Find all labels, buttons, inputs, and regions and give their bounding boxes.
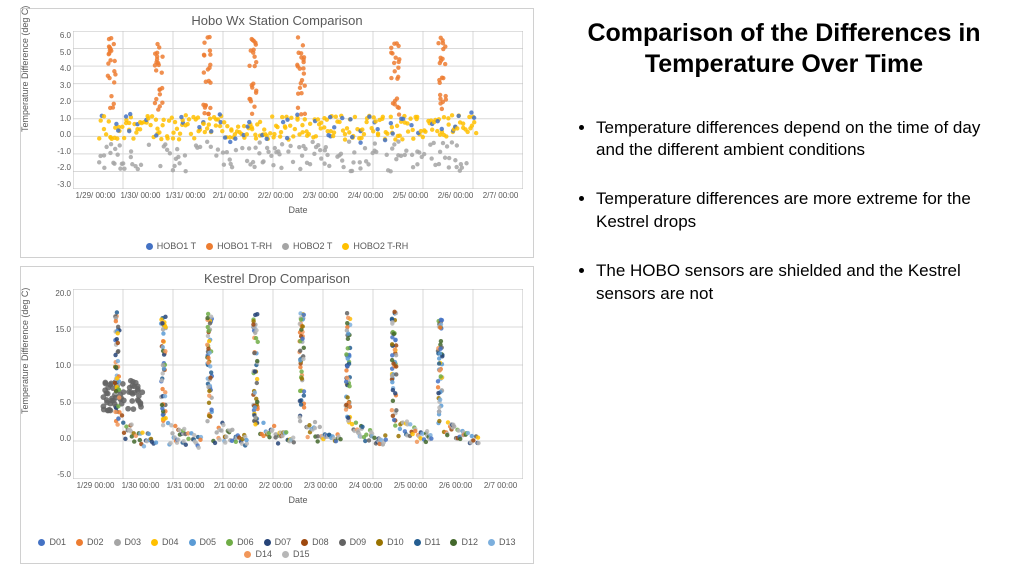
legend-item: D06 (226, 537, 254, 547)
legend-label: HOBO1 T (157, 241, 196, 251)
legend-label: HOBO1 T-RH (217, 241, 272, 251)
legend-item: HOBO1 T-RH (206, 241, 272, 251)
legend-swatch-icon (264, 539, 271, 546)
legend-swatch-icon (38, 539, 45, 546)
legend-label: D12 (461, 537, 478, 547)
legend-swatch-icon (189, 539, 196, 546)
kestrel-plot-area (73, 289, 523, 479)
legend-label: D07 (275, 537, 292, 547)
legend-item: D11 (414, 537, 441, 547)
legend-item: HOBO1 T (146, 241, 196, 251)
hobo-legend: HOBO1 T HOBO1 T-RH HOBO2 T HOBO2 T-RH (21, 241, 533, 251)
hobo-chart-panel: Hobo Wx Station Comparison Temperature D… (20, 8, 534, 258)
kestrel-chart-panel: Kestrel Drop Comparison Temperature Diff… (20, 266, 534, 564)
legend-label: D01 (49, 537, 66, 547)
kestrel-x-label: Date (73, 495, 523, 505)
kestrel-x-ticks: 1/29 00:001/30 00:001/31 00:002/1 00:002… (73, 481, 523, 490)
legend-label: D04 (162, 537, 179, 547)
kestrel-legend: D01 D02 D03 D04 D05 D06 D07 D08 D09 D10 D11 D12 D13 D… (21, 537, 533, 559)
legend-item: D05 (189, 537, 217, 547)
charts-column: Hobo Wx Station Comparison Temperature D… (0, 0, 540, 576)
legend-item: D09 (339, 537, 367, 547)
kestrel-y-ticks: 20.015.010.05.00.0-5.0 (45, 289, 71, 479)
legend-label: D11 (425, 537, 441, 547)
kestrel-chart-title: Kestrel Drop Comparison (21, 267, 533, 288)
legend-item: D10 (376, 537, 404, 547)
legend-label: D02 (87, 537, 104, 547)
hobo-plot-area (73, 31, 523, 189)
bullet-item: The HOBO sensors are shielded and the Ke… (596, 260, 1000, 306)
bullet-item: Temperature differences are more extreme… (596, 188, 1000, 234)
legend-label: D15 (293, 549, 310, 559)
hobo-chart-title: Hobo Wx Station Comparison (21, 9, 533, 30)
legend-item: D03 (114, 537, 142, 547)
legend-label: D14 (255, 549, 272, 559)
legend-swatch-icon (488, 539, 495, 546)
legend-swatch-icon (376, 539, 383, 546)
legend-swatch-icon (450, 539, 457, 546)
bullet-list: Temperature differences depend on the ti… (568, 117, 1000, 307)
legend-item: D15 (282, 549, 310, 559)
legend-item: D14 (244, 549, 272, 559)
legend-item: HOBO2 T-RH (342, 241, 408, 251)
legend-item: D01 (38, 537, 66, 547)
legend-label: D05 (200, 537, 217, 547)
legend-label: HOBO2 T (293, 241, 332, 251)
legend-swatch-icon (301, 539, 308, 546)
legend-item: HOBO2 T (282, 241, 332, 251)
legend-swatch-icon (339, 539, 346, 546)
bullet-item: Temperature differences depend on the ti… (596, 117, 1000, 163)
legend-item: D07 (264, 537, 292, 547)
hobo-x-ticks: 1/29/ 00:001/30/ 00:001/31/ 00:002/1/ 00… (73, 191, 523, 200)
legend-swatch-icon (114, 539, 121, 546)
legend-item: D02 (76, 537, 104, 547)
legend-swatch-icon (414, 539, 421, 546)
legend-label: D13 (499, 537, 516, 547)
legend-label: D10 (387, 537, 404, 547)
legend-swatch-icon (76, 539, 83, 546)
legend-item: D08 (301, 537, 329, 547)
hobo-x-label: Date (73, 205, 523, 215)
legend-swatch-icon (146, 243, 153, 250)
hobo-y-label: Temperature Difference (deg C) (20, 6, 30, 132)
legend-label: D08 (312, 537, 329, 547)
legend-label: D09 (350, 537, 367, 547)
legend-swatch-icon (342, 243, 349, 250)
legend-item: D04 (151, 537, 179, 547)
legend-label: HOBO2 T-RH (353, 241, 408, 251)
legend-swatch-icon (282, 243, 289, 250)
hobo-y-ticks: 6.05.04.03.02.01.00.0-1.0-2.0-3.0 (45, 31, 71, 189)
legend-swatch-icon (244, 551, 251, 558)
legend-swatch-icon (282, 551, 289, 558)
legend-item: D12 (450, 537, 478, 547)
legend-swatch-icon (151, 539, 158, 546)
legend-label: D03 (125, 537, 142, 547)
legend-swatch-icon (206, 243, 213, 250)
legend-swatch-icon (226, 539, 233, 546)
kestrel-y-label: Temperature Difference (deg C) (20, 288, 30, 414)
text-column: Comparison of the Differences in Tempera… (540, 0, 1024, 576)
page-title: Comparison of the Differences in Tempera… (568, 18, 1000, 81)
legend-label: D06 (237, 537, 254, 547)
legend-item: D13 (488, 537, 516, 547)
